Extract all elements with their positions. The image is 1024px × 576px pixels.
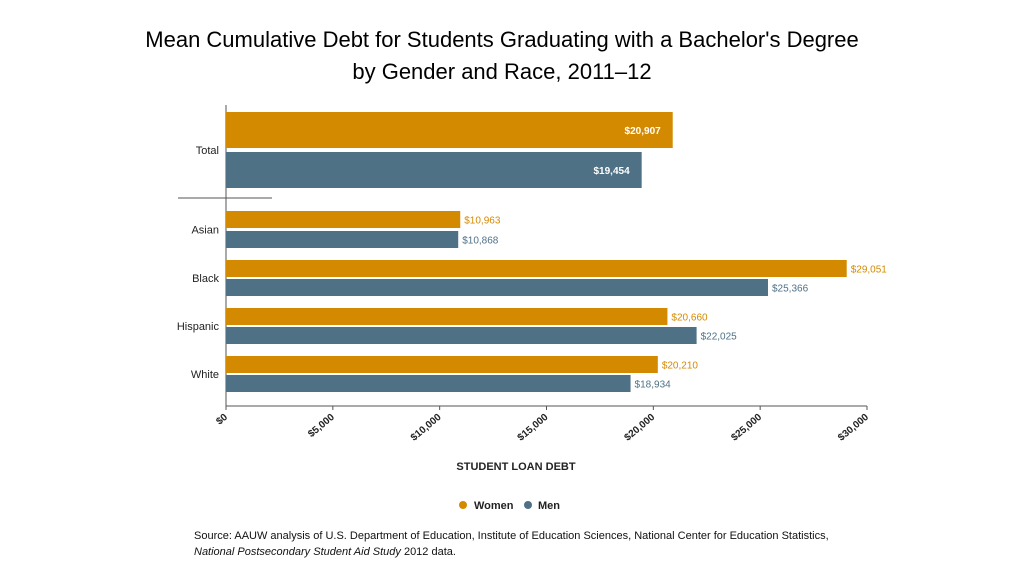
legend-label-women: Women	[474, 500, 514, 512]
bar-men	[226, 231, 459, 248]
data-label-men: $10,868	[462, 236, 499, 247]
x-tick-label: $0	[214, 412, 230, 428]
chart-title: Mean Cumulative Debt for Students Gradua…	[0, 24, 1004, 88]
x-tick-label: $10,000	[409, 412, 444, 444]
x-tick-label: $15,000	[516, 412, 551, 444]
category-label: Hispanic	[177, 321, 220, 333]
category-label: Asian	[191, 225, 219, 237]
source-prefix: Source: AAUW analysis of U.S. Department…	[194, 530, 829, 542]
x-tick-label: $20,000	[622, 412, 657, 444]
bar-women	[226, 211, 461, 228]
source-suffix: 2012 data.	[400, 546, 456, 558]
x-tick-label: $5,000	[306, 412, 337, 440]
source-study-name: National Postsecondary Student Aid Study	[194, 546, 401, 558]
data-label-men: $22,025	[701, 332, 738, 343]
bar-women	[226, 112, 673, 148]
bar-men	[226, 152, 642, 188]
chart-title-line-2: by Gender and Race, 2011–12	[352, 59, 652, 84]
data-label-men: $18,934	[635, 380, 672, 391]
bar-men	[226, 375, 631, 392]
data-label-men: $19,454	[594, 166, 631, 177]
bar-men	[226, 279, 768, 296]
category-label: White	[191, 369, 219, 381]
legend-label-men: Men	[538, 500, 560, 512]
chart-title-line-1: Mean Cumulative Debt for Students Gradua…	[145, 27, 859, 52]
bar-women	[226, 260, 847, 277]
source-note: Source: AAUW analysis of U.S. Department…	[194, 528, 834, 560]
data-label-women: $29,051	[851, 265, 888, 276]
legend-marker-women	[459, 501, 467, 509]
x-axis-title: STUDENT LOAN DEBT	[456, 461, 575, 473]
data-label-women: $10,963	[464, 216, 501, 227]
x-tick-label: $25,000	[729, 412, 764, 444]
category-label: Total	[196, 145, 219, 157]
bar-men	[226, 327, 697, 344]
bar-women	[226, 308, 668, 325]
category-label: Black	[192, 273, 219, 285]
x-tick-label: $30,000	[836, 412, 871, 444]
bar-women	[226, 356, 658, 373]
data-label-women: $20,210	[662, 361, 699, 372]
data-label-men: $25,366	[772, 284, 809, 295]
legend-marker-men	[524, 501, 532, 509]
data-label-women: $20,907	[625, 126, 662, 137]
data-label-women: $20,660	[671, 313, 708, 324]
